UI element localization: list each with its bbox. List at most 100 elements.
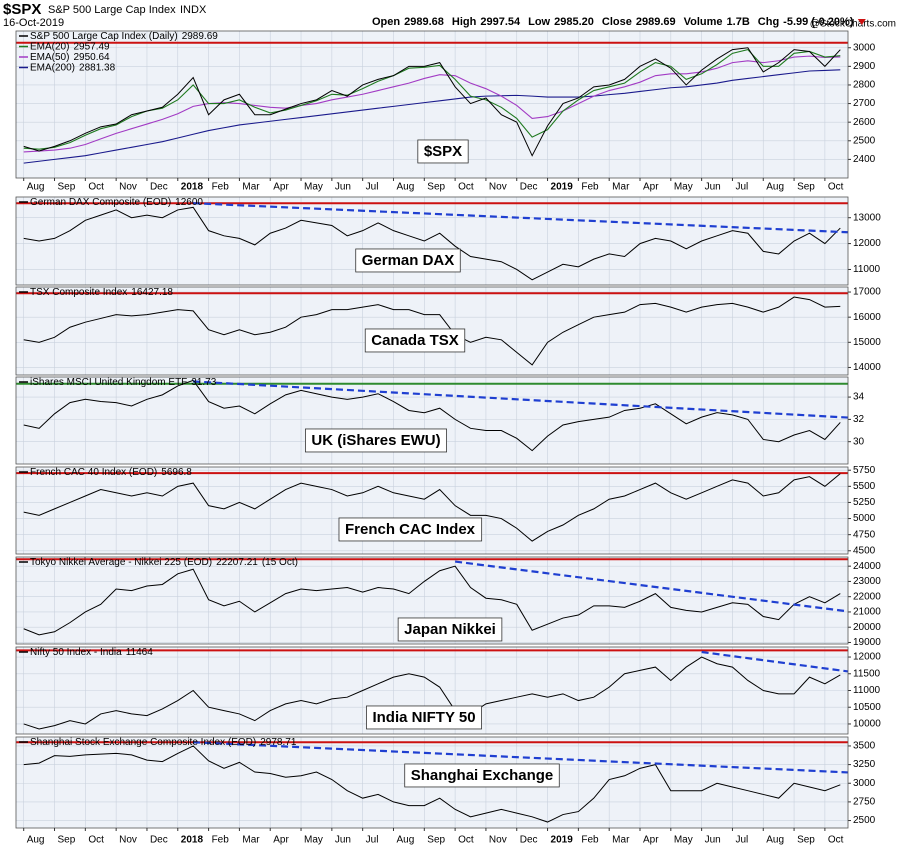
legend-name: German DAX Composite (EOD) xyxy=(30,197,171,208)
x-tick-label: Oct xyxy=(88,835,104,846)
y-tick-label: 12000 xyxy=(853,652,881,663)
trendline xyxy=(701,650,849,673)
panel-label-text: India NIFTY 50 xyxy=(372,709,475,726)
x-tick-label: Nov xyxy=(489,835,507,846)
legend-name: iShares MSCI United Kingdom ETF xyxy=(30,377,187,388)
x-tick-label: Aug xyxy=(27,182,45,193)
y-tick-label: 32 xyxy=(853,414,865,425)
panel-label-box xyxy=(397,617,503,642)
price-line xyxy=(23,473,841,542)
x-tick-label: Aug xyxy=(396,835,414,846)
y-tick-label: 5500 xyxy=(853,481,876,492)
x-tick-label: Mar xyxy=(612,835,630,846)
x-tick-label: Oct xyxy=(828,835,844,846)
legend-name: EMA(200) xyxy=(30,62,75,73)
y-tick-label: 3500 xyxy=(853,741,876,752)
x-tick-label: Dec xyxy=(520,835,538,846)
y-tick-label: 2900 xyxy=(853,61,876,72)
y-tick-label: 2700 xyxy=(853,98,876,109)
legend-note: (15 Oct) xyxy=(262,557,298,568)
x-tick-label: 2019 xyxy=(551,182,574,193)
stat-value: 2997.54 xyxy=(480,16,521,28)
y-tick-label: 13000 xyxy=(853,212,881,223)
price-line xyxy=(23,379,841,452)
panel-label-text: Shanghai Exchange xyxy=(411,767,554,784)
y-tick-label: 10500 xyxy=(853,702,881,713)
x-tick-label: Aug xyxy=(766,182,784,193)
legend-value: 12600 xyxy=(175,197,203,208)
x-tick-label: Mar xyxy=(242,182,260,193)
price-line xyxy=(23,206,841,281)
x-tick-label: Oct xyxy=(458,182,474,193)
stat-label: Chg xyxy=(758,16,779,28)
legend-value: 2957.49 xyxy=(73,41,110,52)
x-tick-label: Jul xyxy=(735,182,748,193)
x-tick-label: Jul xyxy=(366,182,379,193)
legend-name: Shanghai Stock Exchange Composite Index … xyxy=(30,737,256,748)
stat-label: Low xyxy=(528,16,550,28)
panel-label-text: German DAX xyxy=(362,252,455,269)
y-tick-label: 24000 xyxy=(853,561,881,572)
x-tick-label: Jun xyxy=(335,835,351,846)
stat-label: Volume xyxy=(684,16,723,28)
ema-line xyxy=(23,48,841,150)
x-tick-label: Apr xyxy=(643,182,659,193)
y-tick-label: 5250 xyxy=(853,497,876,508)
panel-label-text: UK (iShares EWU) xyxy=(311,432,440,449)
legend-entry: EMA(200) 2881.38 xyxy=(30,62,116,73)
panel-label: French CAC Index xyxy=(338,517,483,542)
plot-border xyxy=(15,646,849,735)
x-tick-label: Jun xyxy=(705,835,721,846)
x-tick-label: Oct xyxy=(458,835,474,846)
y-tick-label: 23000 xyxy=(853,576,881,587)
trendline xyxy=(454,560,849,613)
x-tick-label: 2019 xyxy=(551,835,574,846)
legend-entry: iShares MSCI United Kingdom ETF 31.73 xyxy=(30,377,217,388)
plot-border xyxy=(15,196,849,286)
legend-value: 22207.21 xyxy=(216,557,258,568)
y-tick-label: 22000 xyxy=(853,591,881,602)
y-tick-label: 2800 xyxy=(853,80,876,91)
panel-label: $SPX xyxy=(417,139,469,164)
panel-label-box xyxy=(404,763,560,788)
y-tick-label: 10000 xyxy=(853,719,881,730)
x-tick-label: Oct xyxy=(828,182,844,193)
legend-name: EMA(20) xyxy=(30,41,69,52)
stat-value: 2989.68 xyxy=(404,16,444,28)
x-tick-label: 2018 xyxy=(181,182,204,193)
panel-label: UK (iShares EWU) xyxy=(305,428,447,453)
legend-entry: EMA(50) 2950.64 xyxy=(30,52,110,63)
legend-value: 31.73 xyxy=(191,377,216,388)
quote-stats: Open 2989.68 High 2997.54 Low 2985.20 Close 298… xyxy=(372,16,854,28)
stat-label: Open xyxy=(372,16,400,28)
price-line xyxy=(23,47,841,157)
legend-name: S&P 500 Large Cap Index (Daily) xyxy=(30,31,178,42)
panel-label-box xyxy=(305,428,447,453)
price-line xyxy=(23,656,841,730)
legend-value: 11464 xyxy=(126,647,154,658)
price-line xyxy=(23,565,841,636)
legend-value: 2881.38 xyxy=(79,62,116,73)
x-tick-label: Sep xyxy=(797,835,815,846)
x-tick-label: Apr xyxy=(643,835,659,846)
x-tick-label: Feb xyxy=(581,835,599,846)
y-tick-label: 5750 xyxy=(853,465,876,476)
y-tick-label: 15000 xyxy=(853,337,881,348)
y-tick-label: 2400 xyxy=(853,154,876,165)
y-tick-label: 11000 xyxy=(853,264,881,275)
plot-border xyxy=(15,286,849,376)
x-tick-label: Aug xyxy=(766,835,784,846)
stat-label: High xyxy=(452,16,477,28)
plot-border xyxy=(15,736,849,829)
x-tick-label: Jul xyxy=(735,835,748,846)
legend-name: Tokyo Nikkei Average - Nikkei 225 (EOD) xyxy=(30,557,212,568)
panel-label-box xyxy=(417,139,469,164)
x-tick-label: Apr xyxy=(273,835,289,846)
x-tick-label: Nov xyxy=(119,182,137,193)
legend-name: Nifty 50 Index - India xyxy=(30,647,122,658)
legend-entry: German DAX Composite (EOD) 12600 xyxy=(30,197,203,208)
panel-label-text: French CAC Index xyxy=(345,521,476,538)
legend-value: 16427.18 xyxy=(131,287,173,298)
panel-label-box xyxy=(364,328,466,353)
